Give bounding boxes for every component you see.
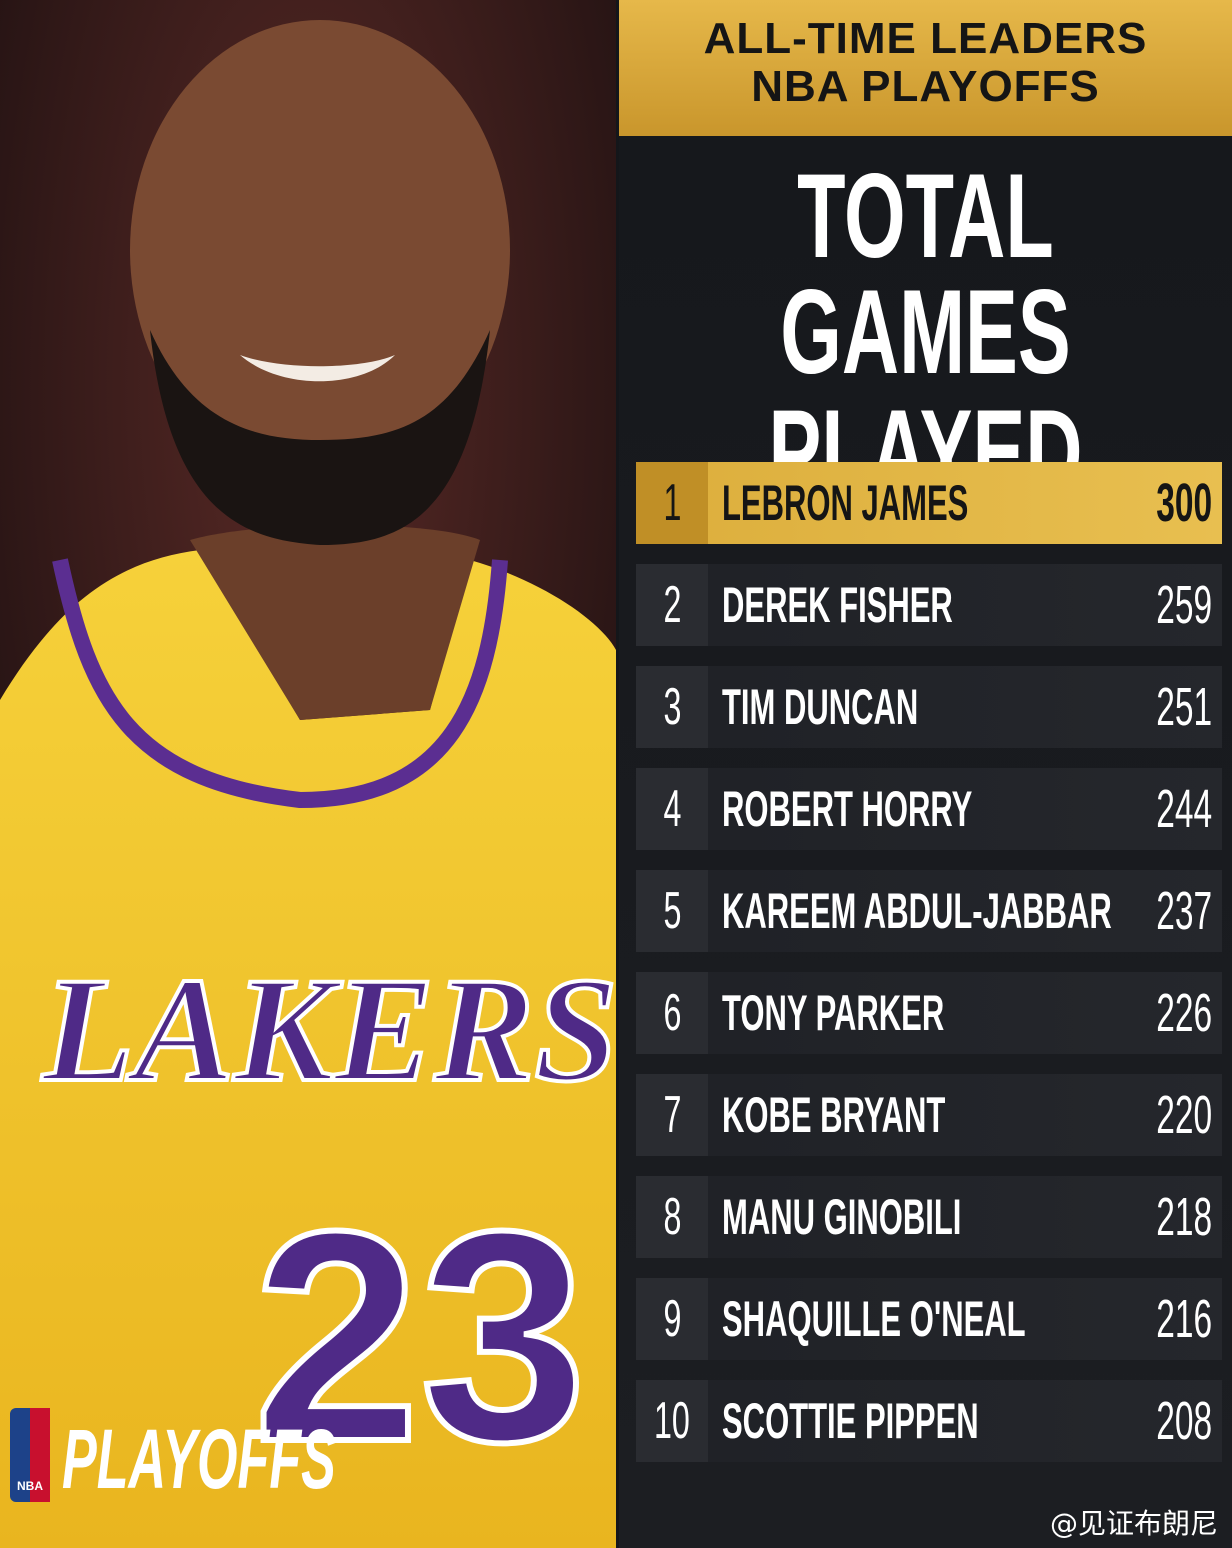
games-value-text: 218	[1156, 1187, 1212, 1247]
player-name: ROBERT HORRY	[722, 768, 1126, 850]
games-value: 251	[1122, 666, 1212, 748]
player-name-text: TIM DUNCAN	[722, 679, 919, 735]
games-value: 208	[1122, 1380, 1212, 1462]
player-name-text: SCOTTIE PIPPEN	[722, 1393, 979, 1449]
jersey	[0, 550, 616, 1548]
games-value: 218	[1122, 1176, 1212, 1258]
games-value-text: 300	[1156, 473, 1212, 533]
rank: 3	[636, 666, 708, 748]
header-line: NBA PLAYOFFS	[751, 62, 1100, 111]
games-value-text: 226	[1156, 983, 1212, 1043]
rank-text: 4	[663, 780, 681, 838]
player-name-text: SHAQUILLE O'NEAL	[722, 1291, 1026, 1347]
jersey-collar	[52, 558, 508, 809]
nba-badge-red	[30, 1408, 50, 1502]
leader-row: 2 DEREK FISHER 259	[636, 564, 1222, 646]
rank-text: 6	[663, 984, 681, 1042]
player-name: SHAQUILLE O'NEAL	[722, 1278, 1212, 1360]
player-name-text: KOBE BRYANT	[722, 1087, 946, 1143]
games-value-text: 244	[1156, 779, 1212, 839]
games-value: 259	[1122, 564, 1212, 646]
player-name-text: DEREK FISHER	[722, 577, 953, 633]
leader-row: 6 TONY PARKER 226	[636, 972, 1222, 1054]
player-name: TONY PARKER	[722, 972, 1080, 1054]
leader-row: 1 LEBRON JAMES 300	[636, 462, 1222, 544]
header-band: ALL-TIME LEADERS NBA PLAYOFFS	[619, 0, 1232, 136]
playoffs-logo-text: PLAYOFFS	[62, 1412, 336, 1506]
games-value-text: 208	[1156, 1391, 1212, 1451]
player-name: TIM DUNCAN	[722, 666, 1039, 748]
rank-text: 5	[663, 882, 681, 940]
games-value: 300	[1122, 462, 1212, 544]
player-name: KAREEM ABDUL-JABBAR	[722, 870, 1232, 952]
beard	[150, 330, 490, 545]
head	[130, 20, 510, 480]
jersey-wordmark: LAKERS	[40, 947, 616, 1113]
player-name-text: MANU GINOBILI	[722, 1189, 962, 1245]
games-value: 226	[1122, 972, 1212, 1054]
player-name-text: ROBERT HORRY	[722, 781, 973, 837]
games-value-text: 259	[1156, 575, 1212, 635]
rank: 1	[636, 462, 708, 544]
rank: 7	[636, 1074, 708, 1156]
rank-text: 7	[663, 1086, 681, 1144]
nba-badge-text: NBA	[17, 1479, 43, 1493]
games-value-text: 237	[1156, 881, 1212, 941]
jersey-number: 23	[253, 1168, 587, 1504]
rank-text: 3	[663, 678, 681, 736]
header-line: ALL-TIME LEADERS	[703, 14, 1148, 63]
player-name-text: LEBRON JAMES	[722, 475, 969, 531]
rank: 2	[636, 564, 708, 646]
leader-row: 7 KOBE BRYANT 220	[636, 1074, 1222, 1156]
leader-row: 10 SCOTTIE PIPPEN 208	[636, 1380, 1222, 1462]
rank: 6	[636, 972, 708, 1054]
games-value-text: 251	[1156, 677, 1212, 737]
player-name: SCOTTIE PIPPEN	[722, 1380, 1136, 1462]
smile	[240, 355, 395, 382]
leader-row: 3 TIM DUNCAN 251	[636, 666, 1222, 748]
leader-row: 9 SHAQUILLE O'NEAL 216	[636, 1278, 1222, 1360]
player-name-text: TONY PARKER	[722, 985, 945, 1041]
rank-text: 1	[663, 474, 681, 532]
rank: 10	[636, 1380, 708, 1462]
player-name: DEREK FISHER	[722, 564, 1094, 646]
rank-text: 2	[663, 576, 681, 634]
rank: 5	[636, 870, 708, 952]
title-text: TOTAL	[797, 149, 1054, 283]
leader-row: 8 MANU GINOBILI 218	[636, 1176, 1222, 1258]
rank: 4	[636, 768, 708, 850]
rank: 8	[636, 1176, 708, 1258]
games-value: 237	[1122, 870, 1212, 952]
games-value: 220	[1122, 1074, 1212, 1156]
rank-text: 8	[663, 1188, 681, 1246]
rank: 9	[636, 1278, 708, 1360]
games-value-text: 216	[1156, 1289, 1212, 1349]
player-name: MANU GINOBILI	[722, 1176, 1108, 1258]
watermark: @见证布朗尼	[1049, 1507, 1218, 1540]
games-value: 244	[1122, 768, 1212, 850]
rank-text: 10	[654, 1392, 690, 1450]
player-name-text: KAREEM ABDUL-JABBAR	[722, 883, 1112, 939]
player-photo: LAKERS 23 NBA PLAYOFFS	[0, 0, 616, 1548]
leader-row: 4 ROBERT HORRY 244	[636, 768, 1222, 850]
player-name: KOBE BRYANT	[722, 1074, 1082, 1156]
games-value: 216	[1122, 1278, 1212, 1360]
rank-text: 9	[663, 1290, 681, 1348]
player-name: LEBRON JAMES	[722, 462, 1119, 544]
leader-row: 5 KAREEM ABDUL-JABBAR 237	[636, 870, 1222, 952]
title-line: TOTAL	[619, 156, 1232, 276]
games-value-text: 220	[1156, 1085, 1212, 1145]
neck	[190, 525, 480, 720]
